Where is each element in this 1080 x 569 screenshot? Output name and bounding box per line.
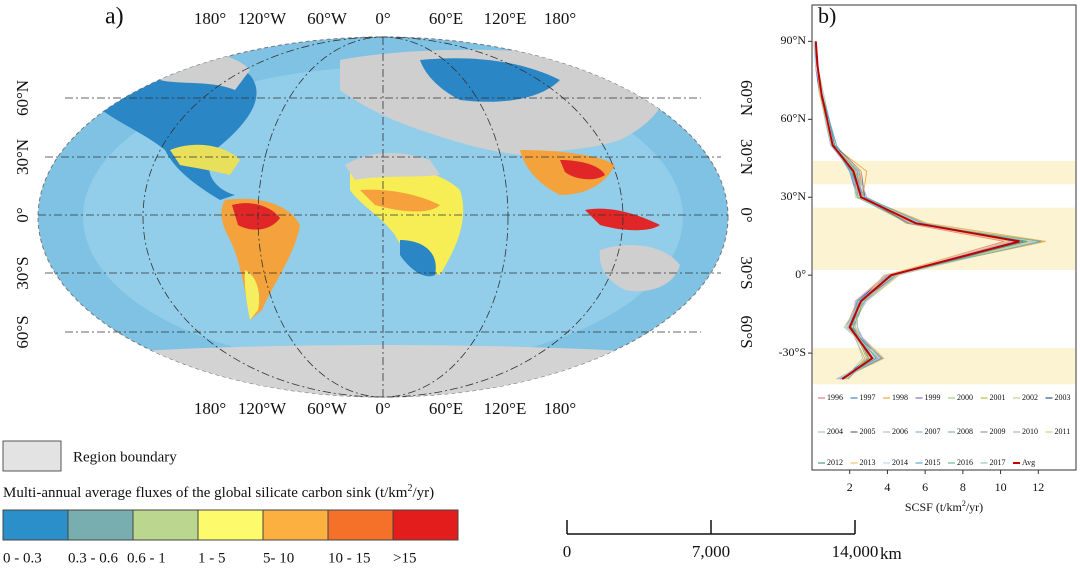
legend-label: 1996 [827, 393, 843, 402]
top-lon-label: 60°W [307, 9, 348, 28]
legend-label: 2002 [1022, 393, 1038, 402]
legend-label: 2014 [892, 458, 908, 467]
scale-label: 7,000 [692, 542, 730, 561]
class-swatch [392, 509, 459, 541]
class-label: 5- 10 [263, 550, 294, 566]
left-lat-label: 30°S [13, 256, 32, 289]
lat-tick-label: 90°N [781, 33, 807, 47]
class-label: 0 - 0.3 [3, 550, 42, 566]
scale-unit: km [880, 544, 902, 563]
right-lat-label: 60°N [737, 80, 756, 116]
class-label: 1 - 5 [198, 550, 226, 566]
legend-label: 2010 [1022, 427, 1038, 436]
legend-label: 2017 [990, 458, 1006, 467]
legend-label: 2016 [957, 458, 973, 467]
top-lon-label: 120°W [238, 9, 287, 28]
legend-label: 1999 [925, 393, 941, 402]
legend-label: 2011 [1055, 427, 1071, 436]
lat-tick-label: 0° [795, 267, 806, 281]
left-lat-label: 60°S [13, 315, 32, 348]
legend-label: 2012 [827, 458, 843, 467]
bottom-lon-label: 120°E [484, 399, 527, 418]
world-map [37, 36, 729, 398]
bottom-lon-label: 60°E [429, 399, 463, 418]
class-swatch [132, 509, 199, 541]
lat-tick-label: 30°N [781, 189, 807, 203]
class-label: 10 - 15 [328, 550, 371, 566]
legend-label: 2013 [860, 458, 876, 467]
legend-label: 2008 [957, 427, 973, 436]
x-axis-label: SCSF (t/km2/yr) [905, 499, 983, 514]
title-sup: 2 [407, 483, 412, 494]
top-lon-label: 180° [544, 9, 576, 28]
right-lat-label: 60°S [737, 315, 756, 348]
region-swatch [2, 440, 62, 472]
legend-label: 2004 [827, 427, 843, 436]
bottom-lon-label: 180° [544, 399, 576, 418]
right-lat-label: 30°S [737, 256, 756, 289]
class-swatch [197, 509, 264, 541]
value-tick-label: 6 [922, 480, 928, 494]
left-lat-label: 60°N [13, 80, 32, 116]
value-tick-label: 12 [1032, 480, 1044, 494]
bottom-lon-label: 180° [194, 399, 226, 418]
scale-label: 14,000 [832, 542, 879, 561]
top-lon-label: 60°E [429, 9, 463, 28]
highlight-band [813, 160, 1075, 185]
panel-label: a) [105, 4, 124, 30]
highlight-band [813, 347, 1075, 385]
legend-label: 1998 [892, 393, 908, 402]
value-tick-label: 8 [960, 480, 966, 494]
label-tail: /yr) [966, 500, 983, 514]
legend-label: 2015 [925, 458, 941, 467]
top-lon-label: 180° [194, 9, 226, 28]
title-text: Multi-annual average fluxes of the globa… [3, 485, 408, 501]
label-sup: 2 [962, 499, 966, 508]
value-tick-label: 2 [847, 480, 853, 494]
plot-area: 90°N 60°N 30°N 0° -30°S 2 4 6 8 10 12 1996 1997 1998 1… [779, 33, 1075, 494]
legend-label: 2007 [925, 427, 941, 436]
legend-label: 2003 [1055, 393, 1071, 402]
legend-label: 2001 [990, 393, 1006, 402]
top-lon-label: 120°E [484, 9, 527, 28]
legend-label: 2000 [957, 393, 973, 402]
label-text: SCSF (t/km [905, 500, 963, 514]
land [38, 49, 728, 397]
class-label: 0.3 - 0.6 [68, 550, 118, 566]
left-lat-label: 0° [13, 207, 32, 222]
series-line [814, 41, 1020, 380]
class-swatch [2, 509, 69, 541]
right-lat-label: 30°N [737, 139, 756, 175]
class-label: >15 [393, 550, 416, 566]
legend-label: 1997 [860, 393, 876, 402]
legend-label: 2009 [990, 427, 1006, 436]
legend-label: 2006 [892, 427, 908, 436]
flux-legend-title: Multi-annual average fluxes of the globa… [3, 483, 434, 501]
left-lat-label: 30°N [13, 139, 32, 175]
class-label: 0.6 - 1 [127, 550, 166, 566]
class-swatch [67, 509, 134, 541]
right-lat-label: 0° [737, 207, 756, 222]
class-swatch [327, 509, 394, 541]
legend-label: Avg [1022, 458, 1035, 467]
value-tick-label: 4 [884, 480, 890, 494]
legend-label: 2005 [860, 427, 876, 436]
bottom-lon-label: 0° [375, 399, 390, 418]
top-lon-label: 0° [375, 9, 390, 28]
title-tail: /yr) [412, 485, 434, 501]
lat-tick-label: 60°N [781, 111, 807, 125]
lat-tick-label: -30°S [779, 345, 806, 359]
graticule [38, 36, 728, 398]
region-legend: Region boundary [73, 449, 177, 465]
value-tick-label: 10 [995, 480, 1007, 494]
panel-label: b) [818, 3, 836, 28]
scale-label: 0 [563, 542, 572, 561]
bottom-lon-label: 120°W [238, 399, 287, 418]
bottom-lon-label: 60°W [307, 399, 348, 418]
class-swatch [262, 509, 329, 541]
chart-frame [811, 4, 1077, 471]
